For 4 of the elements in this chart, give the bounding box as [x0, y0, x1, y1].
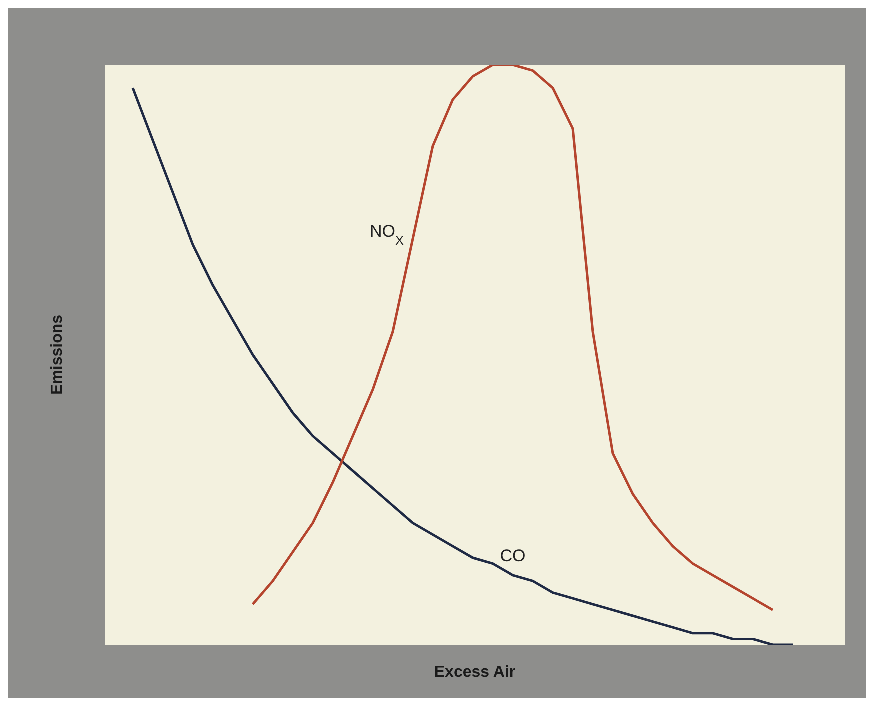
y-axis-title: Emissions [49, 314, 67, 396]
x-axis-title: Excess Air [433, 664, 517, 682]
series-label: CO [500, 546, 526, 566]
series-label: NO$_{X}$ [370, 222, 404, 248]
